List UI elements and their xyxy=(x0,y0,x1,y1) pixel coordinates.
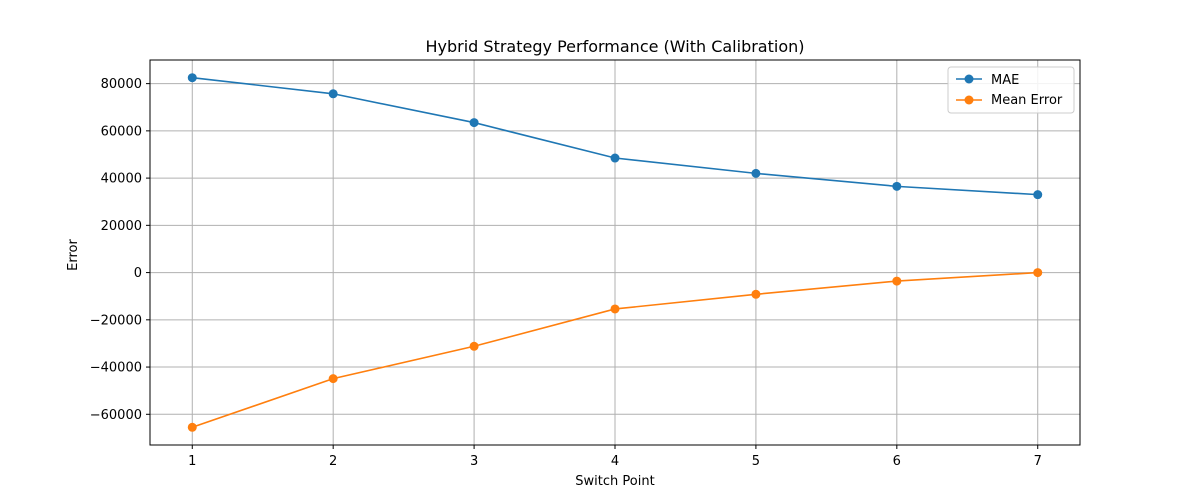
axis-ticks: 1 2 3 4 5 6 7 −60000 −40000 −20000 0 20000 40000 6000… xyxy=(90,77,1042,469)
x-tick-label: 7 xyxy=(1034,454,1042,469)
x-tick-label: 2 xyxy=(329,454,337,469)
data-point-mean-error xyxy=(469,341,479,351)
data-point-mae xyxy=(469,118,479,128)
legend-label-mae: MAE xyxy=(991,73,1019,88)
y-axis-label: Error xyxy=(66,239,81,271)
x-tick-label: 5 xyxy=(752,454,760,469)
y-tick-label: 40000 xyxy=(101,172,142,187)
y-tick-label: −20000 xyxy=(90,313,142,328)
data-point-mae xyxy=(187,73,197,83)
data-point-mae xyxy=(751,168,761,178)
data-point-mae xyxy=(610,153,620,163)
grid xyxy=(150,60,1080,445)
x-tick-label: 4 xyxy=(611,454,619,469)
data-point-mae xyxy=(892,181,902,191)
data-point-mean-error xyxy=(892,276,902,286)
legend: MAE Mean Error xyxy=(947,66,1075,114)
series-layer xyxy=(187,73,1043,432)
data-point-mean-error xyxy=(328,374,338,384)
x-axis-label: Switch Point xyxy=(575,474,654,489)
y-tick-label: 20000 xyxy=(101,219,142,234)
x-tick-label: 1 xyxy=(188,454,196,469)
x-tick-label: 3 xyxy=(470,454,478,469)
y-tick-label: 0 xyxy=(134,266,142,281)
y-tick-label: −60000 xyxy=(90,408,142,423)
data-point-mean-error xyxy=(187,422,197,432)
y-tick-label: 60000 xyxy=(101,124,142,139)
y-tick-label: −40000 xyxy=(90,361,142,376)
legend-mae-marker xyxy=(964,74,974,84)
data-point-mae xyxy=(328,89,338,99)
data-point-mean-error xyxy=(610,304,620,314)
y-tick-label: 80000 xyxy=(101,77,142,92)
legend-label-mean-error: Mean Error xyxy=(991,93,1063,108)
chart-title: Hybrid Strategy Performance (With Calibr… xyxy=(426,37,805,56)
x-tick-label: 6 xyxy=(893,454,901,469)
data-point-mean-error xyxy=(751,289,761,299)
data-point-mean-error xyxy=(1033,268,1043,278)
data-point-mae xyxy=(1033,190,1043,200)
legend-mean-error-marker xyxy=(964,95,974,105)
